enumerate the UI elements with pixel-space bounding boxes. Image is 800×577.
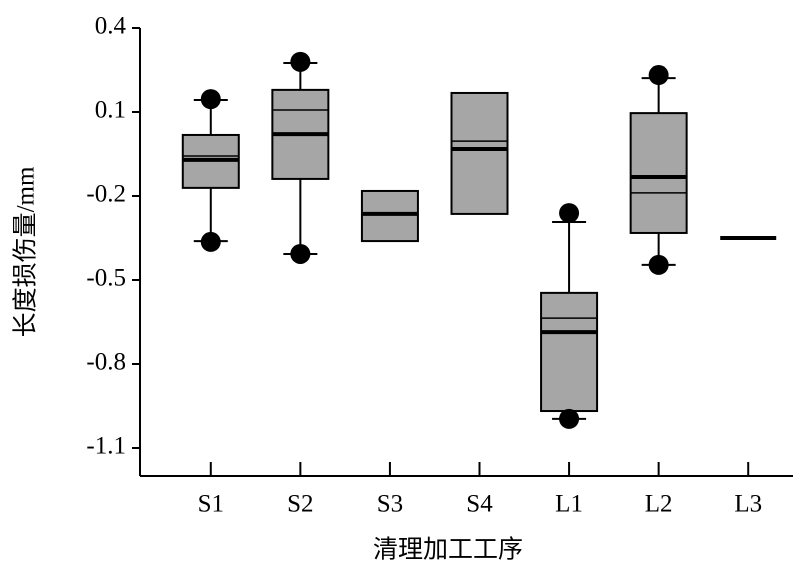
outlier	[559, 203, 580, 224]
x-tick-label: S4	[466, 491, 493, 518]
x-tick-label: S3	[377, 491, 403, 518]
box	[629, 112, 688, 234]
outlier	[290, 51, 311, 72]
box	[450, 91, 509, 215]
box	[540, 291, 599, 413]
y-axis-title: 长度损伤量/mm	[12, 166, 40, 337]
outlier	[290, 243, 311, 264]
y-tick-label: -0.2	[86, 181, 126, 208]
outlier	[648, 254, 669, 275]
y-tick-label: -1.1	[86, 433, 126, 460]
outlier	[200, 89, 221, 110]
x-tick-label: L1	[555, 491, 583, 518]
x-tick-label: L3	[734, 491, 762, 518]
x-tick-label: S2	[287, 491, 313, 518]
box	[360, 189, 419, 243]
y-tick-label: -0.8	[86, 349, 126, 376]
x-tick-label: L2	[645, 491, 673, 518]
x-axis-title: 清理加工工序	[373, 536, 523, 564]
outlier	[200, 231, 221, 252]
outlier	[559, 408, 580, 429]
y-tick-label: 0.1	[95, 97, 126, 124]
x-tick-label: S1	[198, 491, 224, 518]
outlier	[648, 65, 669, 86]
y-tick-label: -0.5	[86, 265, 126, 292]
y-tick-label: 0.4	[95, 13, 127, 40]
